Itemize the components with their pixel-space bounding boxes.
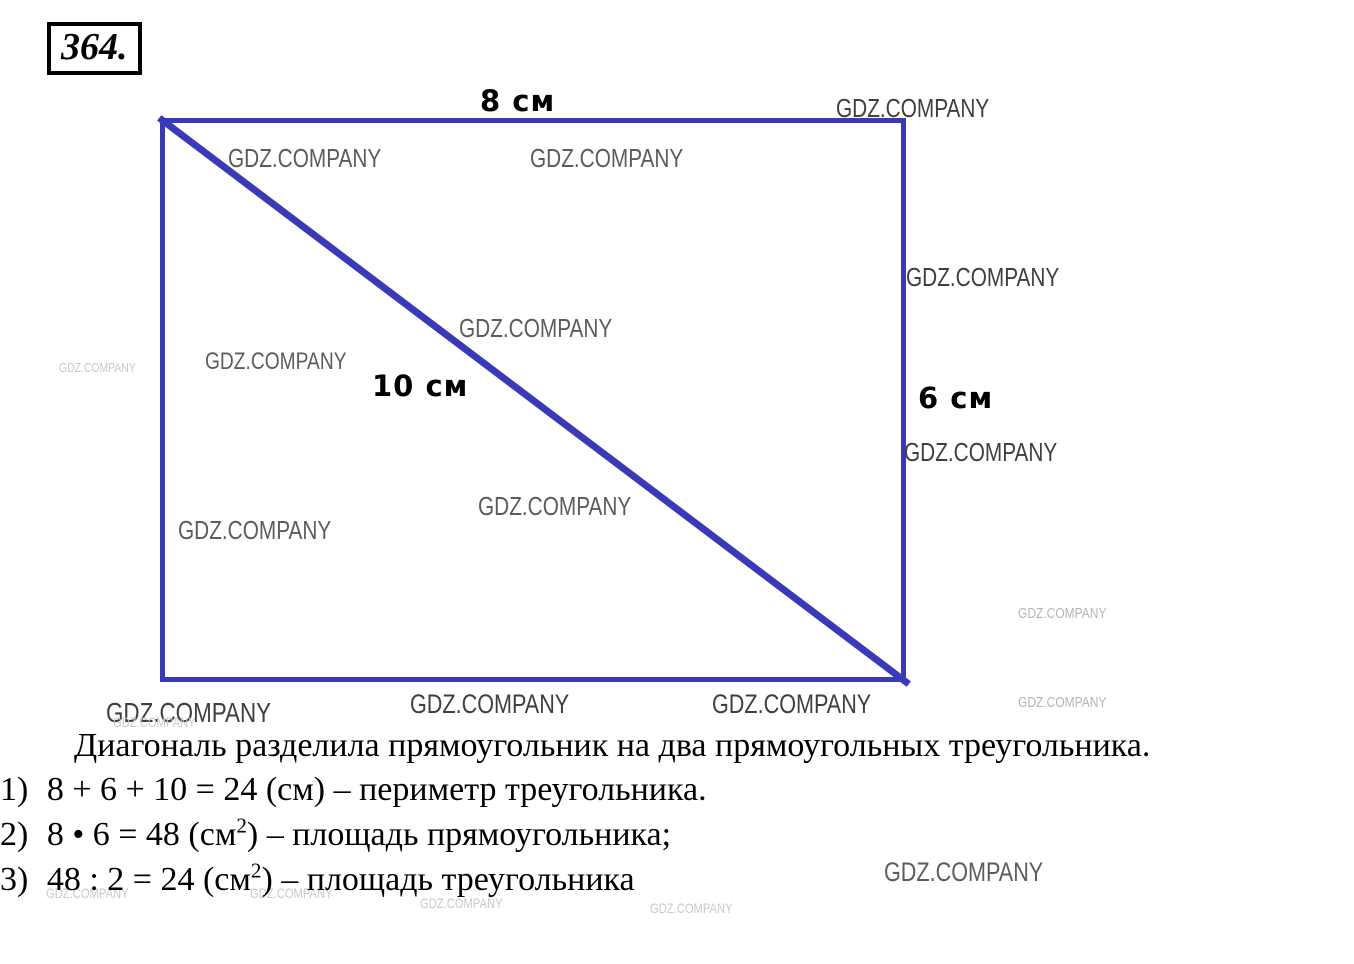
label-diagonal: 10 см bbox=[372, 369, 469, 403]
solution-text: Диагональ разделила прямоугольник на два… bbox=[0, 724, 1354, 902]
rectangle-outline bbox=[160, 118, 906, 682]
step-3-expression-tail: ) bbox=[261, 861, 273, 898]
step-3-expression: 48 : 2 = 24 (см bbox=[46, 861, 251, 898]
step-2-exponent: 2 bbox=[236, 813, 247, 838]
step-2-marker: 2) bbox=[0, 816, 29, 853]
label-right-side: 6 см bbox=[918, 381, 994, 415]
solution-step-1: 1) 8 + 6 + 10 = 24 (см) – периметр треуг… bbox=[0, 767, 1354, 812]
watermark: GDZ.COMPANY bbox=[650, 900, 733, 916]
step-1-expression: 8 + 6 + 10 = 24 (см) bbox=[46, 771, 326, 808]
step-1-dash: – bbox=[333, 771, 351, 808]
step-1-description: периметр треугольника. bbox=[359, 771, 707, 808]
diagonal-line bbox=[157, 115, 911, 687]
step-3-dash: – bbox=[281, 861, 299, 898]
problem-number-box: 364. bbox=[47, 22, 142, 75]
solution-step-2: 2) 8 • 6 = 48 (см2) – площадь прямоуголь… bbox=[0, 812, 1354, 857]
step-3-description: площадь треугольника bbox=[306, 861, 635, 898]
step-1-marker: 1) bbox=[0, 771, 29, 808]
step-2-description: площадь прямоугольника; bbox=[292, 816, 672, 853]
solution-intro: Диагональ разделила прямоугольник на два… bbox=[74, 727, 1151, 764]
step-2-expression: 8 • 6 = 48 (см bbox=[46, 816, 237, 853]
figure-rectangle-with-diagonal: 8 см 10 см 6 см bbox=[157, 84, 994, 687]
label-top-side: 8 см bbox=[480, 84, 556, 118]
step-3-exponent: 2 bbox=[250, 858, 262, 883]
step-2-expression-tail: ) bbox=[246, 816, 259, 853]
problem-number: 364. bbox=[61, 26, 128, 68]
step-2-dash: – bbox=[266, 816, 284, 853]
solution-step-3: 3) 48 : 2 = 24 (см2) – площадь треугольн… bbox=[0, 857, 1354, 902]
step-3-marker: 3) bbox=[0, 861, 29, 898]
